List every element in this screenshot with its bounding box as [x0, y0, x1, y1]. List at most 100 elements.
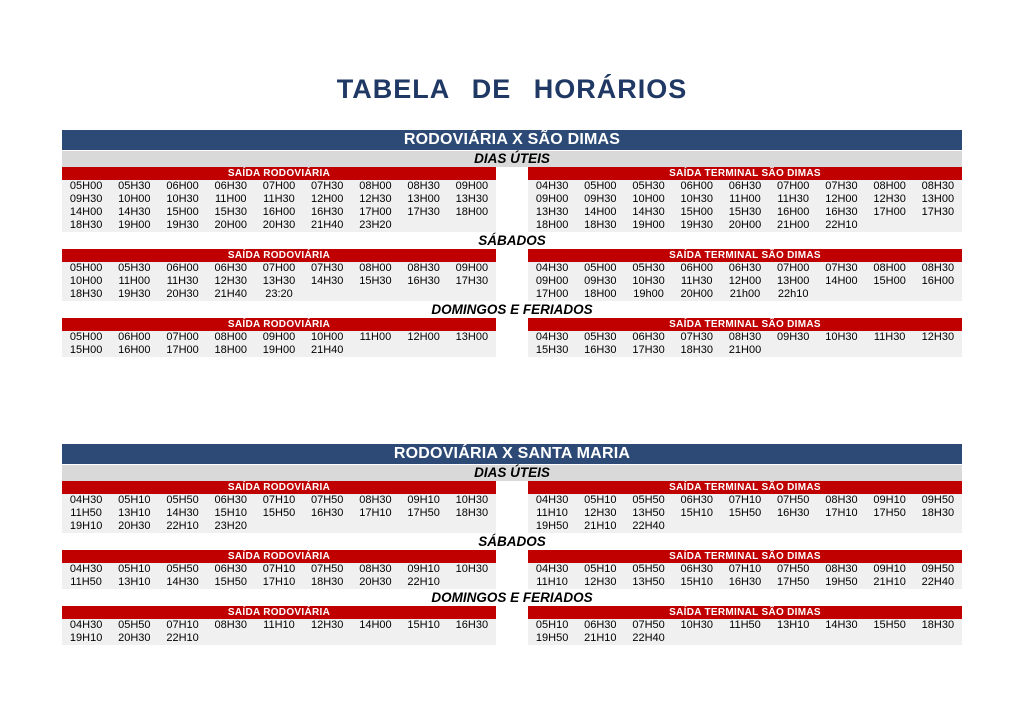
time-cell: 15H10 — [680, 576, 713, 588]
time-cell: 16H30 — [776, 507, 810, 519]
time-cell: 06H00 — [680, 262, 713, 274]
time-cell: 17H10 — [262, 576, 296, 588]
time-cell: 18H30 — [455, 507, 489, 519]
time-cell: 17H00 — [535, 288, 569, 300]
time-cell: 09H00 — [535, 275, 569, 287]
time-cell: 07H50 — [632, 619, 665, 631]
time-cell: 18H30 — [69, 219, 103, 231]
times-row: 15H30 16H30 17H30 18H30 21H00 — [528, 344, 962, 357]
time-cell: 07H00 — [776, 262, 810, 274]
time-cell: 23:20 — [265, 288, 293, 300]
time-cell: 14H30 — [310, 275, 344, 287]
direction-header-left: SAÍDA RODOVIÁRIA — [62, 606, 496, 619]
time-cell — [303, 520, 351, 533]
time-cell: 15H30 — [214, 206, 247, 218]
time-cell: 08H30 — [214, 619, 247, 631]
time-cell: 08H00 — [214, 331, 247, 343]
time-cell: 22H40 — [921, 576, 955, 588]
time-cell: 12H00 — [728, 275, 762, 287]
time-cell: 18H30 — [69, 288, 103, 300]
time-cell: 22H10 — [166, 632, 199, 644]
time-cell: 08H00 — [873, 180, 906, 192]
time-cell: 17H30 — [632, 344, 665, 356]
time-cell: 04H30 — [69, 494, 103, 506]
day-label: DIAS ÚTEIS — [62, 151, 962, 167]
time-cell: 13H30 — [262, 275, 296, 287]
time-cell: 07H30 — [680, 331, 713, 343]
times-row: 14H00 14H30 15H00 15H30 16H00 16H30 17H00 17H30… — [62, 206, 496, 219]
column-header-row: SAÍDA RODOVIÁRIA SAÍDA TERMINAL SÃO DIMAS — [62, 318, 962, 331]
timetable-page: TABELA DE HORÁRIOS RODOVIÁRIA X SÃO DIMA… — [62, 0, 962, 645]
time-cell: 12H30 — [359, 193, 392, 205]
times-table-left: 05H00 05H30 06H00 06H30 07H00 07H30 08H00 08H30… — [62, 180, 496, 232]
time-cell — [721, 520, 769, 533]
time-cell: 14H30 — [632, 206, 665, 218]
time-cell: 06H00 — [166, 262, 199, 274]
time-cell: 09H30 — [69, 193, 103, 205]
time-cell: 06H30 — [680, 494, 713, 506]
direction-header-right: SAÍDA TERMINAL SÃO DIMAS — [528, 167, 962, 180]
time-cell: 19H00 — [262, 344, 296, 356]
time-cell: 21H40 — [310, 219, 344, 231]
times-table-right: 04H30 05H00 05H30 06H00 06H30 07H00 07H30 08H00… — [528, 180, 962, 232]
time-cell: 07H10 — [262, 494, 296, 506]
time-cell: 19H30 — [166, 219, 199, 231]
time-cell: 22H10 — [825, 219, 858, 231]
time-cell: 06H30 — [214, 494, 247, 506]
time-cell: 15H10 — [214, 507, 247, 519]
time-cell: 16H00 — [776, 206, 810, 218]
time-cell: 13H00 — [776, 275, 810, 287]
time-cell — [769, 344, 817, 357]
time-cell: 19H30 — [680, 219, 713, 231]
time-cell: 11H00 — [359, 331, 392, 343]
time-cell: 18H30 — [921, 619, 955, 631]
time-cell: 09H00 — [455, 262, 489, 274]
time-cell — [400, 288, 448, 301]
times-row: 04H30 05H30 06H30 07H30 08H30 09H30 10H30 11H30… — [528, 331, 962, 344]
time-cell — [866, 632, 914, 645]
time-cell: 18H00 — [214, 344, 247, 356]
time-cell: 11H30 — [263, 193, 295, 205]
times-row: 13H30 14H00 14H30 15H00 15H30 16H00 16H30 17H00… — [528, 206, 962, 219]
time-cell — [351, 632, 399, 645]
times-row: 09H30 10H00 10H30 11H00 11H30 12H00 12H30 13H00… — [62, 193, 496, 206]
times-table-right: 04H30 05H30 06H30 07H30 08H30 09H30 10H30 11H30… — [528, 331, 962, 357]
time-cell: 20H00 — [728, 219, 762, 231]
times-row: 04H30 05H50 07H10 08H30 11H10 12H30 14H00 15H10… — [62, 619, 496, 632]
times-row: 05H10 06H30 07H50 10H30 11H50 13H10 14H30 15H50… — [528, 619, 962, 632]
time-cell: 09H30 — [776, 331, 810, 343]
time-cell: 09H10 — [407, 494, 440, 506]
time-cell: 10H30 — [632, 275, 665, 287]
time-cell: 15H30 — [535, 344, 569, 356]
times-table-left: 04H30 05H10 05H50 06H30 07H10 07H50 08H30 09H10… — [62, 563, 496, 589]
time-cell: 12H30 — [584, 576, 617, 588]
direction-header-left: SAÍDA RODOVIÁRIA — [62, 481, 496, 494]
time-cell: 06H00 — [166, 180, 199, 192]
time-cell: 19H50 — [535, 632, 569, 644]
time-cell: 12H00 — [825, 193, 858, 205]
time-cell: 22H10 — [166, 520, 199, 532]
time-cell: 21H10 — [584, 632, 617, 644]
time-cell: 17H50 — [776, 576, 810, 588]
time-cell — [400, 219, 448, 232]
times-row: 04H30 05H10 05H50 06H30 07H10 07H50 08H30 09H10… — [528, 494, 962, 507]
time-cell: 15H50 — [262, 507, 296, 519]
time-cell: 08H30 — [407, 180, 440, 192]
day-label: DIAS ÚTEIS — [62, 465, 962, 481]
time-cell — [351, 288, 399, 301]
time-cell — [914, 344, 962, 357]
time-cell: 06H30 — [214, 563, 247, 575]
time-cell: 18H30 — [584, 219, 617, 231]
time-cell: 16H30 — [825, 206, 858, 218]
time-cell — [400, 520, 448, 533]
time-cell: 09H00 — [455, 180, 489, 192]
time-cell: 05H10 — [118, 494, 151, 506]
time-cell: 08H30 — [359, 563, 392, 575]
time-cell: 09H00 — [535, 193, 569, 205]
time-cell — [448, 632, 496, 645]
times-pair: 04H30 05H10 05H50 06H30 07H10 07H50 08H30 09H10… — [62, 494, 962, 533]
time-cell: 21H10 — [873, 576, 906, 588]
times-row: 04H30 05H10 05H50 06H30 07H10 07H50 08H30 09H10… — [62, 563, 496, 576]
time-cell: 06H30 — [214, 262, 247, 274]
time-cell: 22H40 — [632, 632, 665, 644]
